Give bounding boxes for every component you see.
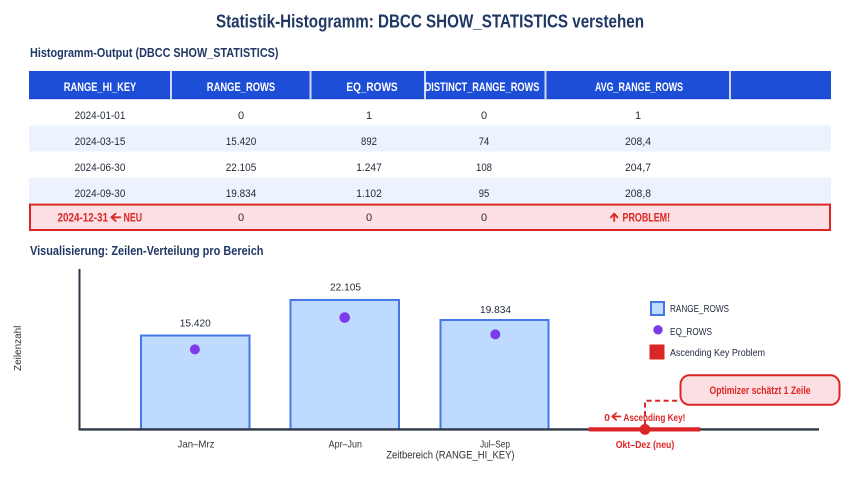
svg-text:NEU: NEU: [124, 213, 143, 225]
svg-text:DISTINCT_RANGE_ROWS: DISTINCT_RANGE_ROWS: [425, 82, 540, 94]
svg-text:Optimizer schätzt 1 Zeile: Optimizer schätzt 1 Zeile: [710, 385, 811, 397]
svg-text:EQ_ROWS: EQ_ROWS: [346, 82, 397, 94]
svg-text:Apr–Jun: Apr–Jun: [329, 439, 362, 451]
svg-text:Statistik-Histogramm: DBCC SHO: Statistik-Histogramm: DBCC SHOW_STATISTI…: [216, 12, 644, 32]
svg-text:15.420: 15.420: [180, 317, 211, 329]
svg-text:Jul–Sep: Jul–Sep: [480, 439, 510, 451]
svg-text:Zeitbereich (RANGE_HI_KEY): Zeitbereich (RANGE_HI_KEY): [386, 450, 514, 462]
svg-text:1.102: 1.102: [356, 188, 382, 200]
svg-text:204,7: 204,7: [625, 162, 651, 174]
svg-text:892: 892: [361, 136, 377, 148]
svg-text:2024-03-15: 2024-03-15: [75, 136, 126, 148]
svg-text:2024-12-31: 2024-12-31: [58, 213, 109, 225]
svg-text:22.105: 22.105: [226, 162, 257, 174]
svg-text:74: 74: [479, 136, 490, 148]
svg-text:Visualisierung: Zeilen-Verteil: Visualisierung: Zeilen-Verteilung pro Be…: [30, 243, 264, 258]
svg-text:1.247: 1.247: [356, 162, 382, 174]
svg-text:108: 108: [476, 162, 492, 174]
svg-text:Histogramm-Output (DBCC SHOW_S: Histogramm-Output (DBCC SHOW_STATISTICS): [30, 45, 279, 60]
svg-text:0: 0: [481, 110, 487, 122]
svg-text:Jan–Mrz: Jan–Mrz: [178, 439, 215, 451]
svg-text:Zeilenzahl: Zeilenzahl: [12, 326, 24, 371]
svg-text:0: 0: [238, 110, 244, 122]
svg-text:19.834: 19.834: [480, 304, 511, 316]
svg-text:1: 1: [635, 110, 641, 122]
svg-text:Ascending Key Problem: Ascending Key Problem: [670, 347, 765, 359]
svg-text:0: 0: [604, 413, 610, 424]
svg-text:95: 95: [479, 188, 490, 200]
svg-text:AVG_RANGE_ROWS: AVG_RANGE_ROWS: [595, 82, 683, 94]
svg-text:2024-06-30: 2024-06-30: [75, 162, 126, 174]
svg-text:208,8: 208,8: [625, 188, 651, 200]
svg-text:2024-01-01: 2024-01-01: [75, 110, 126, 122]
svg-text:208,4: 208,4: [625, 136, 651, 148]
svg-text:22.105: 22.105: [330, 282, 361, 294]
svg-text:PROBLEM!: PROBLEM!: [623, 213, 671, 225]
svg-text:0: 0: [238, 212, 244, 224]
svg-text:EQ_ROWS: EQ_ROWS: [670, 326, 712, 338]
svg-text:RANGE_ROWS: RANGE_ROWS: [670, 303, 729, 315]
svg-text:Okt–Dez (neu): Okt–Dez (neu): [616, 440, 675, 451]
svg-text:2024-09-30: 2024-09-30: [75, 188, 126, 200]
svg-text:RANGE_ROWS: RANGE_ROWS: [207, 82, 276, 94]
svg-text:Ascending Key!: Ascending Key!: [623, 413, 685, 424]
svg-text:1: 1: [366, 110, 372, 122]
svg-text:0: 0: [481, 212, 487, 224]
svg-text:15.420: 15.420: [226, 136, 257, 148]
svg-text:RANGE_HI_KEY: RANGE_HI_KEY: [64, 82, 137, 94]
svg-text:0: 0: [366, 212, 372, 224]
svg-text:19.834: 19.834: [226, 188, 257, 200]
